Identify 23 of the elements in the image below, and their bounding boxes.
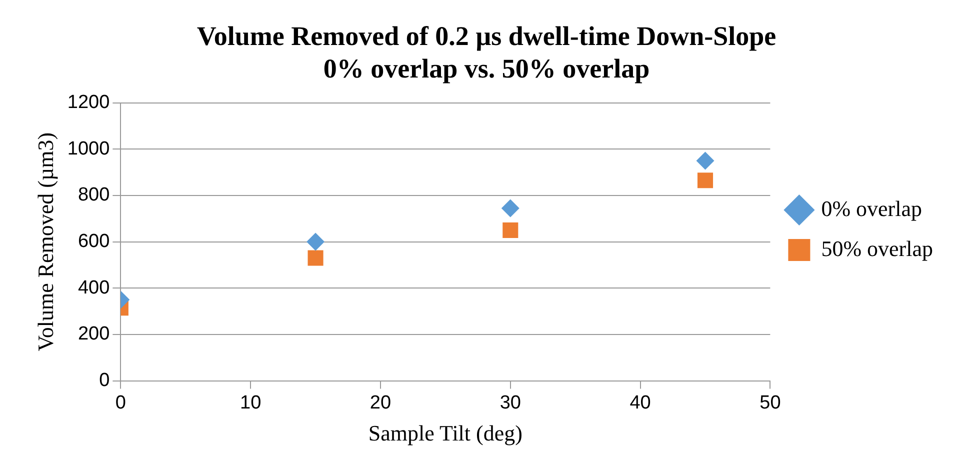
y-axis-title: Volume Removed (µm3) [32, 132, 58, 352]
point [502, 222, 518, 238]
y-tick-label: 800 [78, 184, 110, 206]
y-tick-label: 400 [78, 277, 110, 298]
x-tick-label: 10 [240, 392, 262, 414]
y-tick-label: 1000 [67, 138, 110, 160]
point [697, 172, 714, 188]
y-tick-label: 0 [99, 370, 110, 392]
x-tick-label: 20 [370, 392, 392, 414]
legend-label: 0% overlap [821, 196, 922, 221]
point [696, 152, 714, 170]
y-tick-label: 200 [78, 324, 110, 345]
x-tick-label: 50 [760, 392, 781, 414]
legend-label: 50% overlap [821, 236, 934, 261]
point [306, 232, 325, 251]
x-tick-label: 0 [115, 392, 126, 414]
point [501, 199, 520, 218]
y-tick-label: 600 [78, 231, 110, 252]
x-tick-label: 40 [630, 392, 651, 414]
x-tick-label: 30 [500, 392, 521, 414]
chart-title: Volume Removed of 0.2 µs dwell-time Down-Slope 0% overlap vs. 50% overlap [196, 21, 776, 84]
x-axis-title: Sample Tilt (deg) [368, 420, 522, 446]
y-tick-label: 1200 [67, 92, 110, 114]
